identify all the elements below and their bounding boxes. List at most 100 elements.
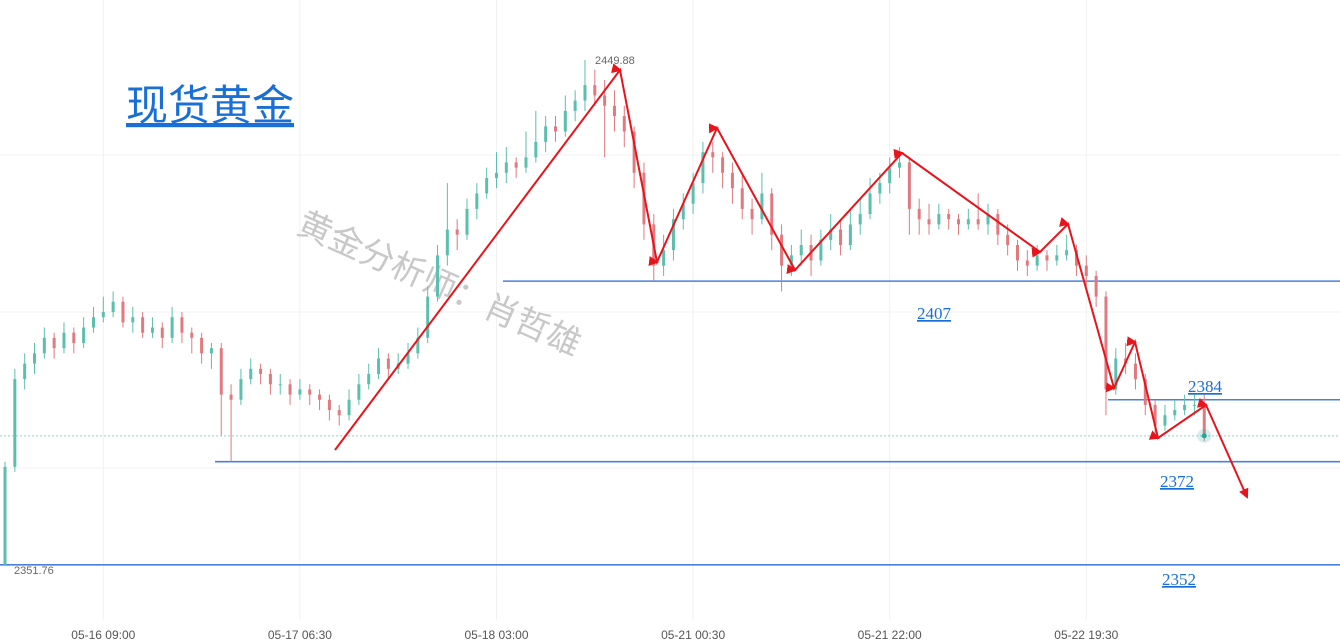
candle-body bbox=[780, 234, 784, 266]
candle-body bbox=[347, 399, 351, 416]
candle-body bbox=[524, 157, 528, 168]
candle-body bbox=[662, 250, 666, 266]
candle-body bbox=[544, 126, 548, 142]
candle-body bbox=[367, 373, 371, 385]
candle-body bbox=[82, 327, 86, 344]
candle-body bbox=[888, 167, 892, 184]
candle-body bbox=[436, 255, 440, 297]
candle-body bbox=[111, 301, 115, 313]
level-label: 2407 bbox=[917, 304, 952, 323]
candle-body bbox=[416, 337, 420, 354]
candle-body bbox=[23, 363, 27, 380]
candle-body bbox=[1084, 265, 1088, 276]
candle-body bbox=[298, 389, 302, 395]
candle-body bbox=[603, 95, 607, 106]
candle-body bbox=[249, 368, 253, 380]
candle-body bbox=[42, 337, 46, 354]
x-tick-label: 05-16 09:00 bbox=[71, 628, 135, 642]
x-tick-label: 05-18 03:00 bbox=[464, 628, 528, 642]
candle-body bbox=[927, 219, 931, 225]
high-label: 2449.88 bbox=[595, 55, 635, 67]
candle-body bbox=[593, 85, 597, 96]
candle-body bbox=[691, 183, 695, 204]
candle-body bbox=[455, 229, 459, 235]
candle-body bbox=[1104, 296, 1108, 390]
candle-body bbox=[357, 384, 361, 400]
candle-body bbox=[947, 214, 951, 220]
candle-body bbox=[711, 152, 715, 158]
candle-body bbox=[465, 208, 469, 235]
candle-body bbox=[268, 373, 272, 385]
candle-body bbox=[327, 399, 331, 411]
candle-body bbox=[799, 245, 803, 256]
candle-body bbox=[996, 214, 1000, 235]
candle-body bbox=[426, 296, 430, 338]
candle-body bbox=[534, 141, 538, 158]
candle-body bbox=[141, 317, 145, 333]
candle-body bbox=[730, 172, 734, 189]
candle-body bbox=[72, 332, 76, 344]
candle-body bbox=[318, 394, 322, 400]
candle-body bbox=[180, 317, 184, 333]
candle-body bbox=[937, 214, 941, 225]
candle-body bbox=[13, 379, 17, 467]
candle-body bbox=[337, 410, 341, 416]
candle-body bbox=[259, 368, 263, 374]
candle-body bbox=[1045, 255, 1049, 261]
last-price-dot bbox=[1201, 433, 1207, 439]
low-label: 2351.76 bbox=[14, 565, 54, 577]
candle-body bbox=[1025, 260, 1029, 266]
level-label: 2352 bbox=[1162, 570, 1196, 589]
candle-body bbox=[1173, 410, 1177, 416]
candle-body bbox=[239, 379, 243, 400]
candle-body bbox=[839, 229, 843, 246]
grid bbox=[0, 154, 1340, 469]
candle-body bbox=[721, 157, 725, 173]
watermark: 黄金分析师：肖哲雄 bbox=[291, 204, 587, 365]
candle-body bbox=[1163, 415, 1167, 426]
candle-body bbox=[91, 317, 95, 328]
candle-body bbox=[1065, 250, 1069, 256]
candle-body bbox=[308, 389, 312, 395]
level-label: 2384 bbox=[1188, 377, 1223, 396]
candle-body bbox=[622, 116, 626, 132]
candle-body bbox=[1094, 275, 1098, 297]
candle-body bbox=[1006, 234, 1010, 246]
candle-body bbox=[868, 193, 872, 215]
candle-body bbox=[504, 162, 508, 173]
candle-body bbox=[898, 162, 902, 168]
candle-body bbox=[209, 348, 213, 354]
candle-body bbox=[386, 358, 390, 369]
candle-body bbox=[976, 219, 980, 225]
candle-body bbox=[200, 337, 204, 354]
candle-body bbox=[121, 301, 125, 323]
candle-body bbox=[101, 312, 105, 318]
x-tick-label: 05-21 00:30 bbox=[661, 628, 725, 642]
level-label: 2372 bbox=[1160, 472, 1194, 491]
candle-body bbox=[170, 317, 174, 338]
candle-body bbox=[966, 219, 970, 225]
candle-body bbox=[957, 219, 961, 225]
candle-body bbox=[495, 172, 498, 178]
plot bbox=[0, 59, 1340, 567]
candle-body bbox=[3, 466, 7, 565]
candle-body bbox=[377, 358, 381, 374]
candle-body bbox=[553, 126, 557, 132]
candle-body bbox=[160, 327, 164, 338]
x-tick-label: 05-22 19:30 bbox=[1054, 628, 1118, 642]
x-tick-label: 05-17 06:30 bbox=[268, 628, 332, 642]
candle-body bbox=[62, 332, 66, 349]
candle-body bbox=[583, 85, 587, 101]
candle-body bbox=[848, 224, 852, 246]
x-tick-label: 05-21 22:00 bbox=[858, 628, 922, 642]
candle-body bbox=[131, 317, 135, 323]
candle-body bbox=[907, 162, 911, 209]
candle-body bbox=[229, 394, 233, 400]
candle-body bbox=[878, 183, 882, 194]
candle-body bbox=[514, 162, 518, 168]
candle-body bbox=[485, 177, 489, 194]
candle-body bbox=[1055, 255, 1059, 261]
candle-body bbox=[150, 327, 154, 333]
candle-body bbox=[740, 188, 744, 209]
